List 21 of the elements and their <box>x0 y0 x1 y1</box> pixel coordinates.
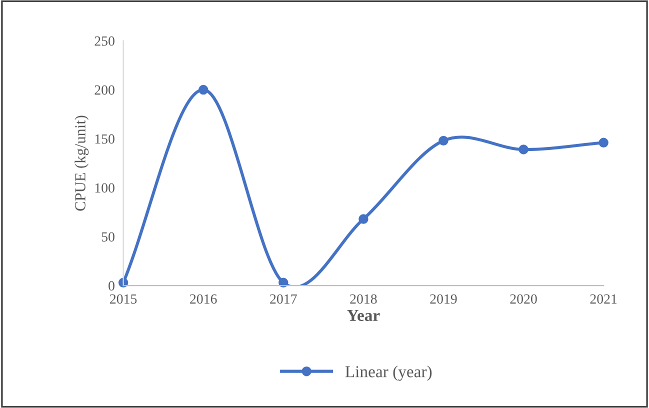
x-tick-label: 2020 <box>510 294 537 304</box>
point <box>518 144 528 154</box>
point <box>358 214 368 224</box>
x-tick-label: 2018 <box>350 294 377 304</box>
point <box>198 84 208 95</box>
x-tick-label: 2016 <box>190 294 217 304</box>
y-tick-label: 100 <box>95 183 114 193</box>
y-tick-label: 50 <box>102 232 114 242</box>
y-tick-label: 200 <box>94 85 114 95</box>
y-tick-label: 250 <box>94 36 114 46</box>
x-axis-title: Year <box>347 310 380 322</box>
x-tick-label: 2017 <box>270 294 297 304</box>
x-tick-label: 2015 <box>110 294 137 304</box>
point <box>598 138 608 148</box>
point <box>438 136 448 146</box>
x-tick-label: 2019 <box>430 294 457 304</box>
y-tick-label: 150 <box>95 134 114 144</box>
legend-label: Linear (year) <box>345 366 432 381</box>
y-axis-title: CPUE (kg/unit) <box>74 116 89 211</box>
y-tick-label: 0 <box>108 281 114 291</box>
x-tick-label: 2021 <box>590 294 617 304</box>
